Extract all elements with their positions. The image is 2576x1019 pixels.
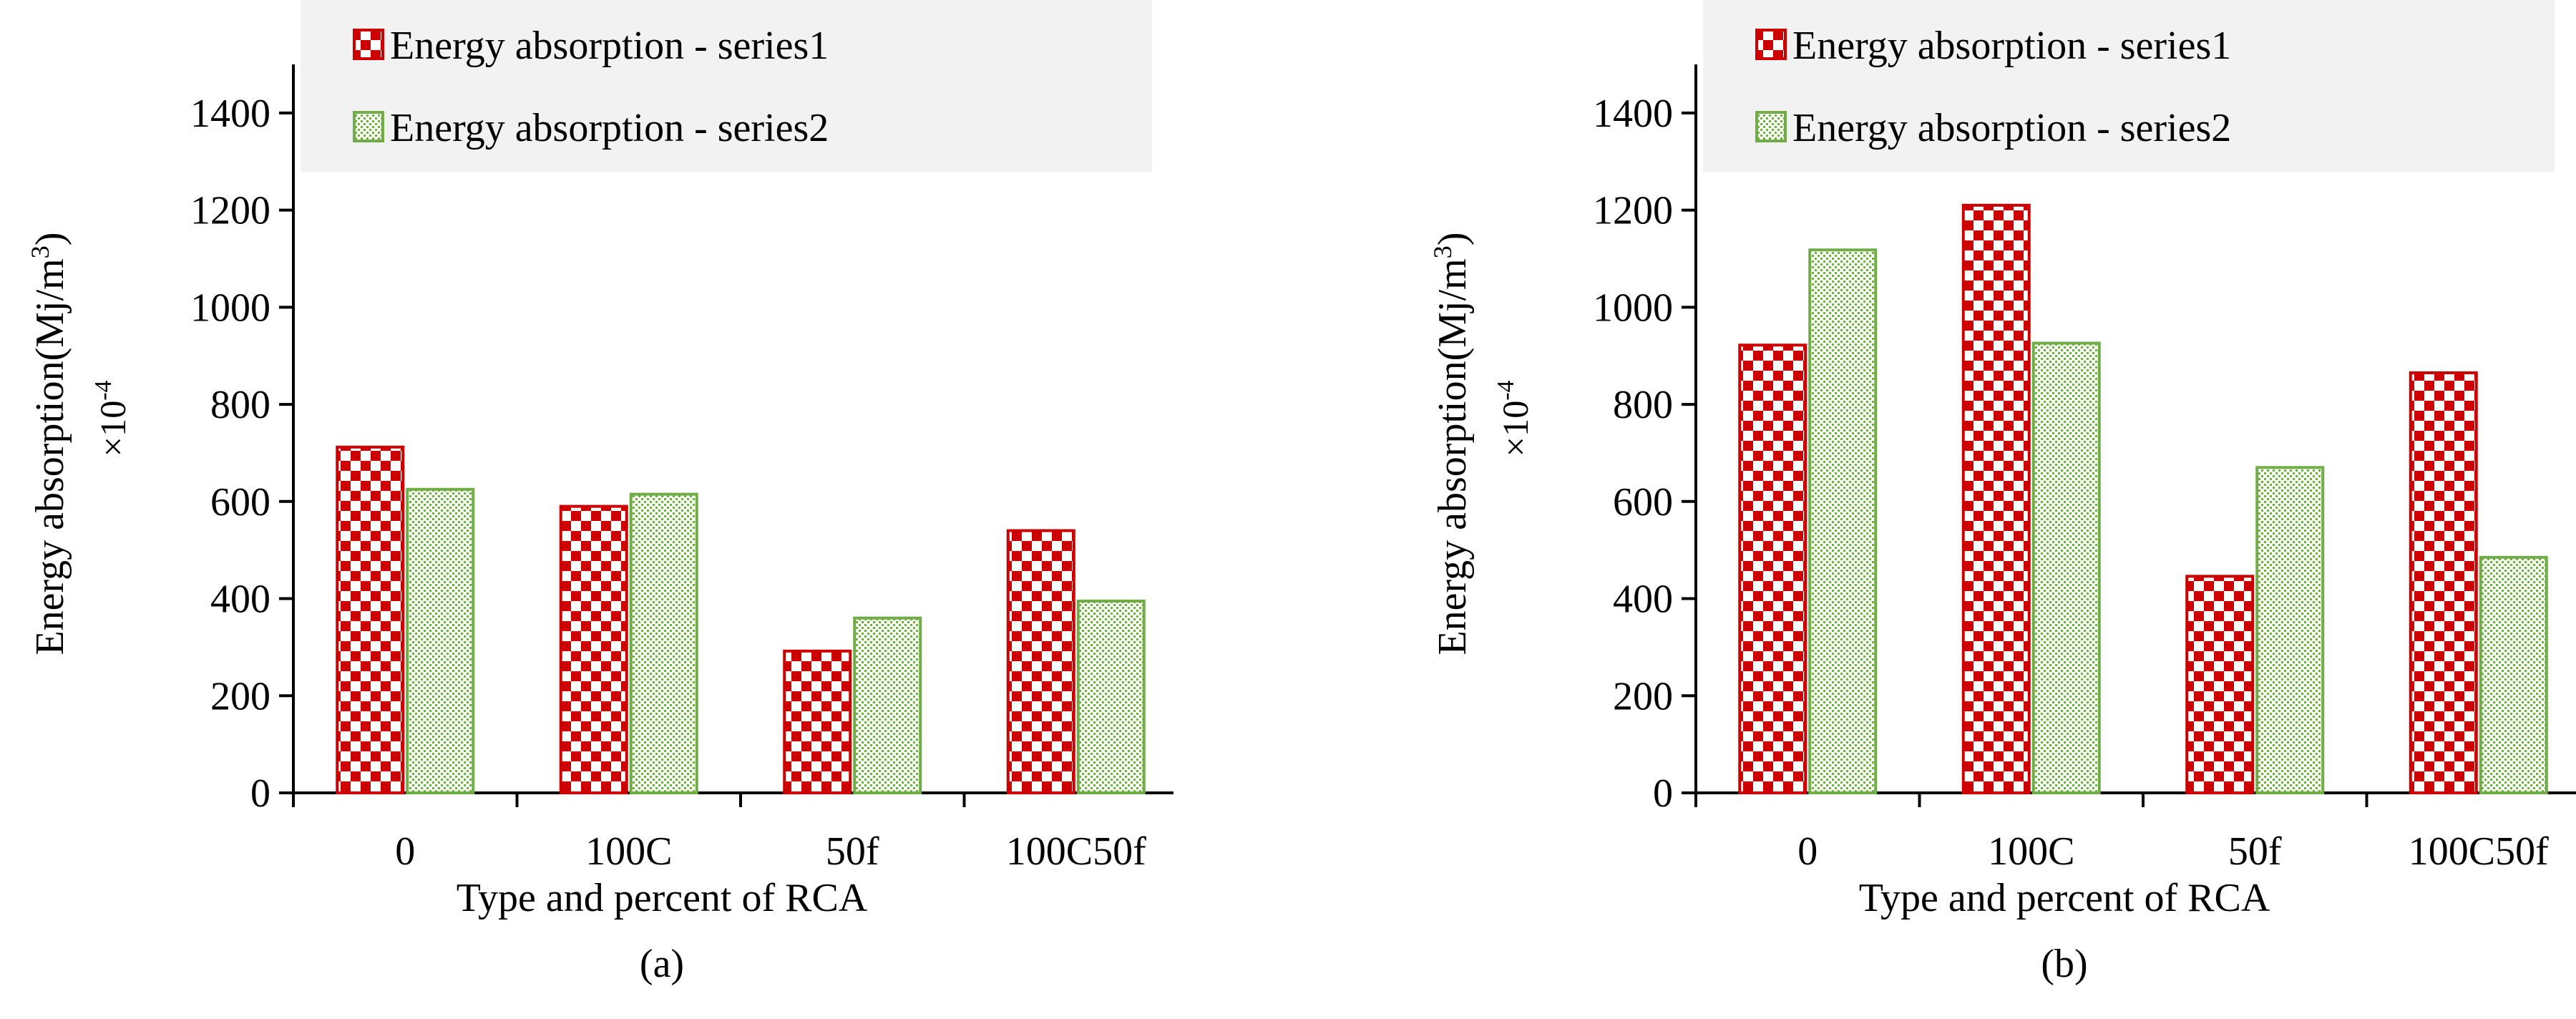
y-tick-label: 1200	[1593, 189, 1673, 233]
legend-swatch-series2	[1755, 111, 1787, 142]
legend-label-series2: Energy absorption - series2	[390, 106, 829, 150]
panel-label: (a)	[640, 942, 684, 986]
y-tick-label: 800	[1613, 383, 1673, 427]
y-axis-multiplier: ×10-4	[1493, 380, 1536, 457]
chart-panel-b: 0 200 400 600 800 1000 1200 1400 0 100C 50f 100C50f…	[1402, 0, 2576, 1019]
bar-series2-100C50f	[2479, 555, 2548, 794]
y-tick-label: 200	[1613, 674, 1673, 718]
legend-swatch-series2	[353, 111, 384, 142]
y-tick-label: 600	[210, 480, 270, 525]
legend-swatch-series1	[1755, 29, 1787, 60]
bar-series1-100C50f	[1006, 529, 1075, 795]
y-axis-label: Energy absorption(Mj/m3)	[1428, 232, 1475, 655]
y-tick-label: 0	[250, 771, 270, 816]
x-axis-label: Type and percent of RCA	[457, 876, 868, 920]
y-tick-label: 400	[210, 577, 270, 622]
y-axis-multiplier: ×10-4	[90, 380, 133, 457]
y-tick-label: 1400	[1593, 92, 1673, 136]
y-tick-label: 200	[210, 674, 270, 718]
chart-panel-a: 0 200 400 600 800 1000 1200 1400 0 100C 50f 100C50f…	[0, 0, 1189, 1019]
y-tick-label: 800	[210, 383, 270, 427]
bar-series2-100C50f	[1076, 599, 1146, 795]
panel-label: (b)	[2041, 942, 2087, 986]
y-tick-label: 1000	[1593, 286, 1673, 330]
y-tick-label: 1200	[190, 189, 270, 233]
y-axis-label: Energy absorption(Mj/m3)	[26, 232, 72, 655]
bar-series2-100C	[2031, 341, 2101, 794]
x-tick-label: 50f	[2228, 829, 2282, 874]
bar-series1-50f	[2185, 575, 2255, 794]
x-tick-label: 100C50f	[1006, 829, 1146, 874]
y-tick-label: 400	[1613, 577, 1673, 622]
y-tick-label: 1400	[190, 92, 270, 136]
bar-series1-0	[336, 445, 405, 794]
bar-series1-0	[1738, 343, 1807, 794]
bar-series2-100C	[629, 492, 698, 794]
bar-series1-100C	[559, 504, 628, 794]
bar-series2-0	[1808, 248, 1878, 794]
x-tick-label: 0	[395, 829, 415, 874]
legend-swatch-series1	[353, 29, 384, 60]
bar-series1-50f	[783, 649, 852, 795]
bar-series1-100C	[1961, 203, 2031, 794]
x-tick-label: 100C50f	[2409, 829, 2549, 874]
bar-series2-50f	[2255, 466, 2325, 794]
y-tick-label: 600	[1613, 480, 1673, 525]
y-tick-label: 0	[1653, 771, 1673, 816]
bar-series2-0	[406, 487, 475, 794]
x-tick-label: 0	[1797, 829, 1818, 874]
legend-label-series2: Energy absorption - series2	[1792, 106, 2231, 150]
x-tick-label: 50f	[826, 829, 879, 874]
legend-background	[301, 0, 1152, 172]
x-tick-label: 100C	[1988, 829, 2074, 874]
bar-series1-100C50f	[2409, 371, 2478, 794]
legend-label-series1: Energy absorption - series1	[390, 24, 829, 68]
y-tick-label: 1000	[190, 286, 270, 330]
legend-background	[1703, 0, 2555, 172]
bar-series2-50f	[853, 616, 922, 794]
x-tick-label: 100C	[585, 829, 672, 874]
legend-label-series1: Energy absorption - series1	[1792, 24, 2231, 68]
x-axis-label: Type and percent of RCA	[1859, 876, 2270, 920]
